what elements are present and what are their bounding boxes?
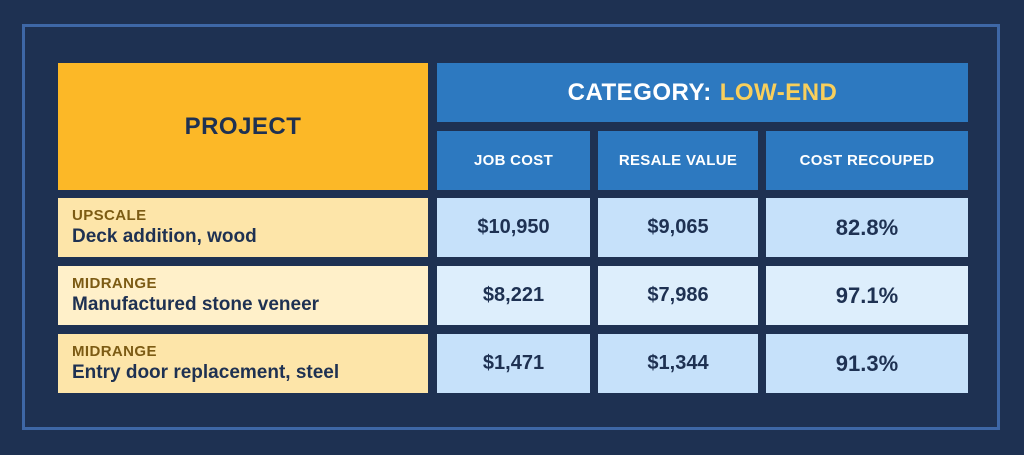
project-header: PROJECT: [58, 63, 428, 190]
cost-recouped-value: 97.1%: [766, 266, 968, 325]
category-label: CATEGORY:: [567, 78, 712, 106]
job-cost-value: $1,471: [437, 334, 590, 393]
cost-recouped-value: 82.8%: [766, 198, 968, 257]
job-cost-value: $8,221: [437, 266, 590, 325]
project-tier: MIDRANGE: [72, 274, 157, 292]
cost-recouped-value: 91.3%: [766, 334, 968, 393]
outer-frame: [22, 24, 1000, 430]
project-name: Manufactured stone veneer: [72, 293, 320, 315]
column-header-cost-recouped: COST RECOUPED: [766, 131, 968, 190]
project-tier: MIDRANGE: [72, 342, 157, 360]
table-row-project: UPSCALE Deck addition, wood: [58, 198, 428, 257]
column-header-job-cost: JOB COST: [437, 131, 590, 190]
project-name: Deck addition, wood: [72, 225, 257, 247]
category-header: CATEGORY: LOW-END: [437, 63, 968, 122]
category-value: LOW-END: [719, 78, 838, 106]
project-name: Entry door replacement, steel: [72, 361, 340, 383]
resale-value: $9,065: [598, 198, 758, 257]
table-row-project: MIDRANGE Entry door replacement, steel: [58, 334, 428, 393]
project-tier: UPSCALE: [72, 206, 147, 224]
job-cost-value: $10,950: [437, 198, 590, 257]
column-header-resale-value: RESALE VALUE: [598, 131, 758, 190]
resale-value: $1,344: [598, 334, 758, 393]
resale-value: $7,986: [598, 266, 758, 325]
table-row-project: MIDRANGE Manufactured stone veneer: [58, 266, 428, 325]
